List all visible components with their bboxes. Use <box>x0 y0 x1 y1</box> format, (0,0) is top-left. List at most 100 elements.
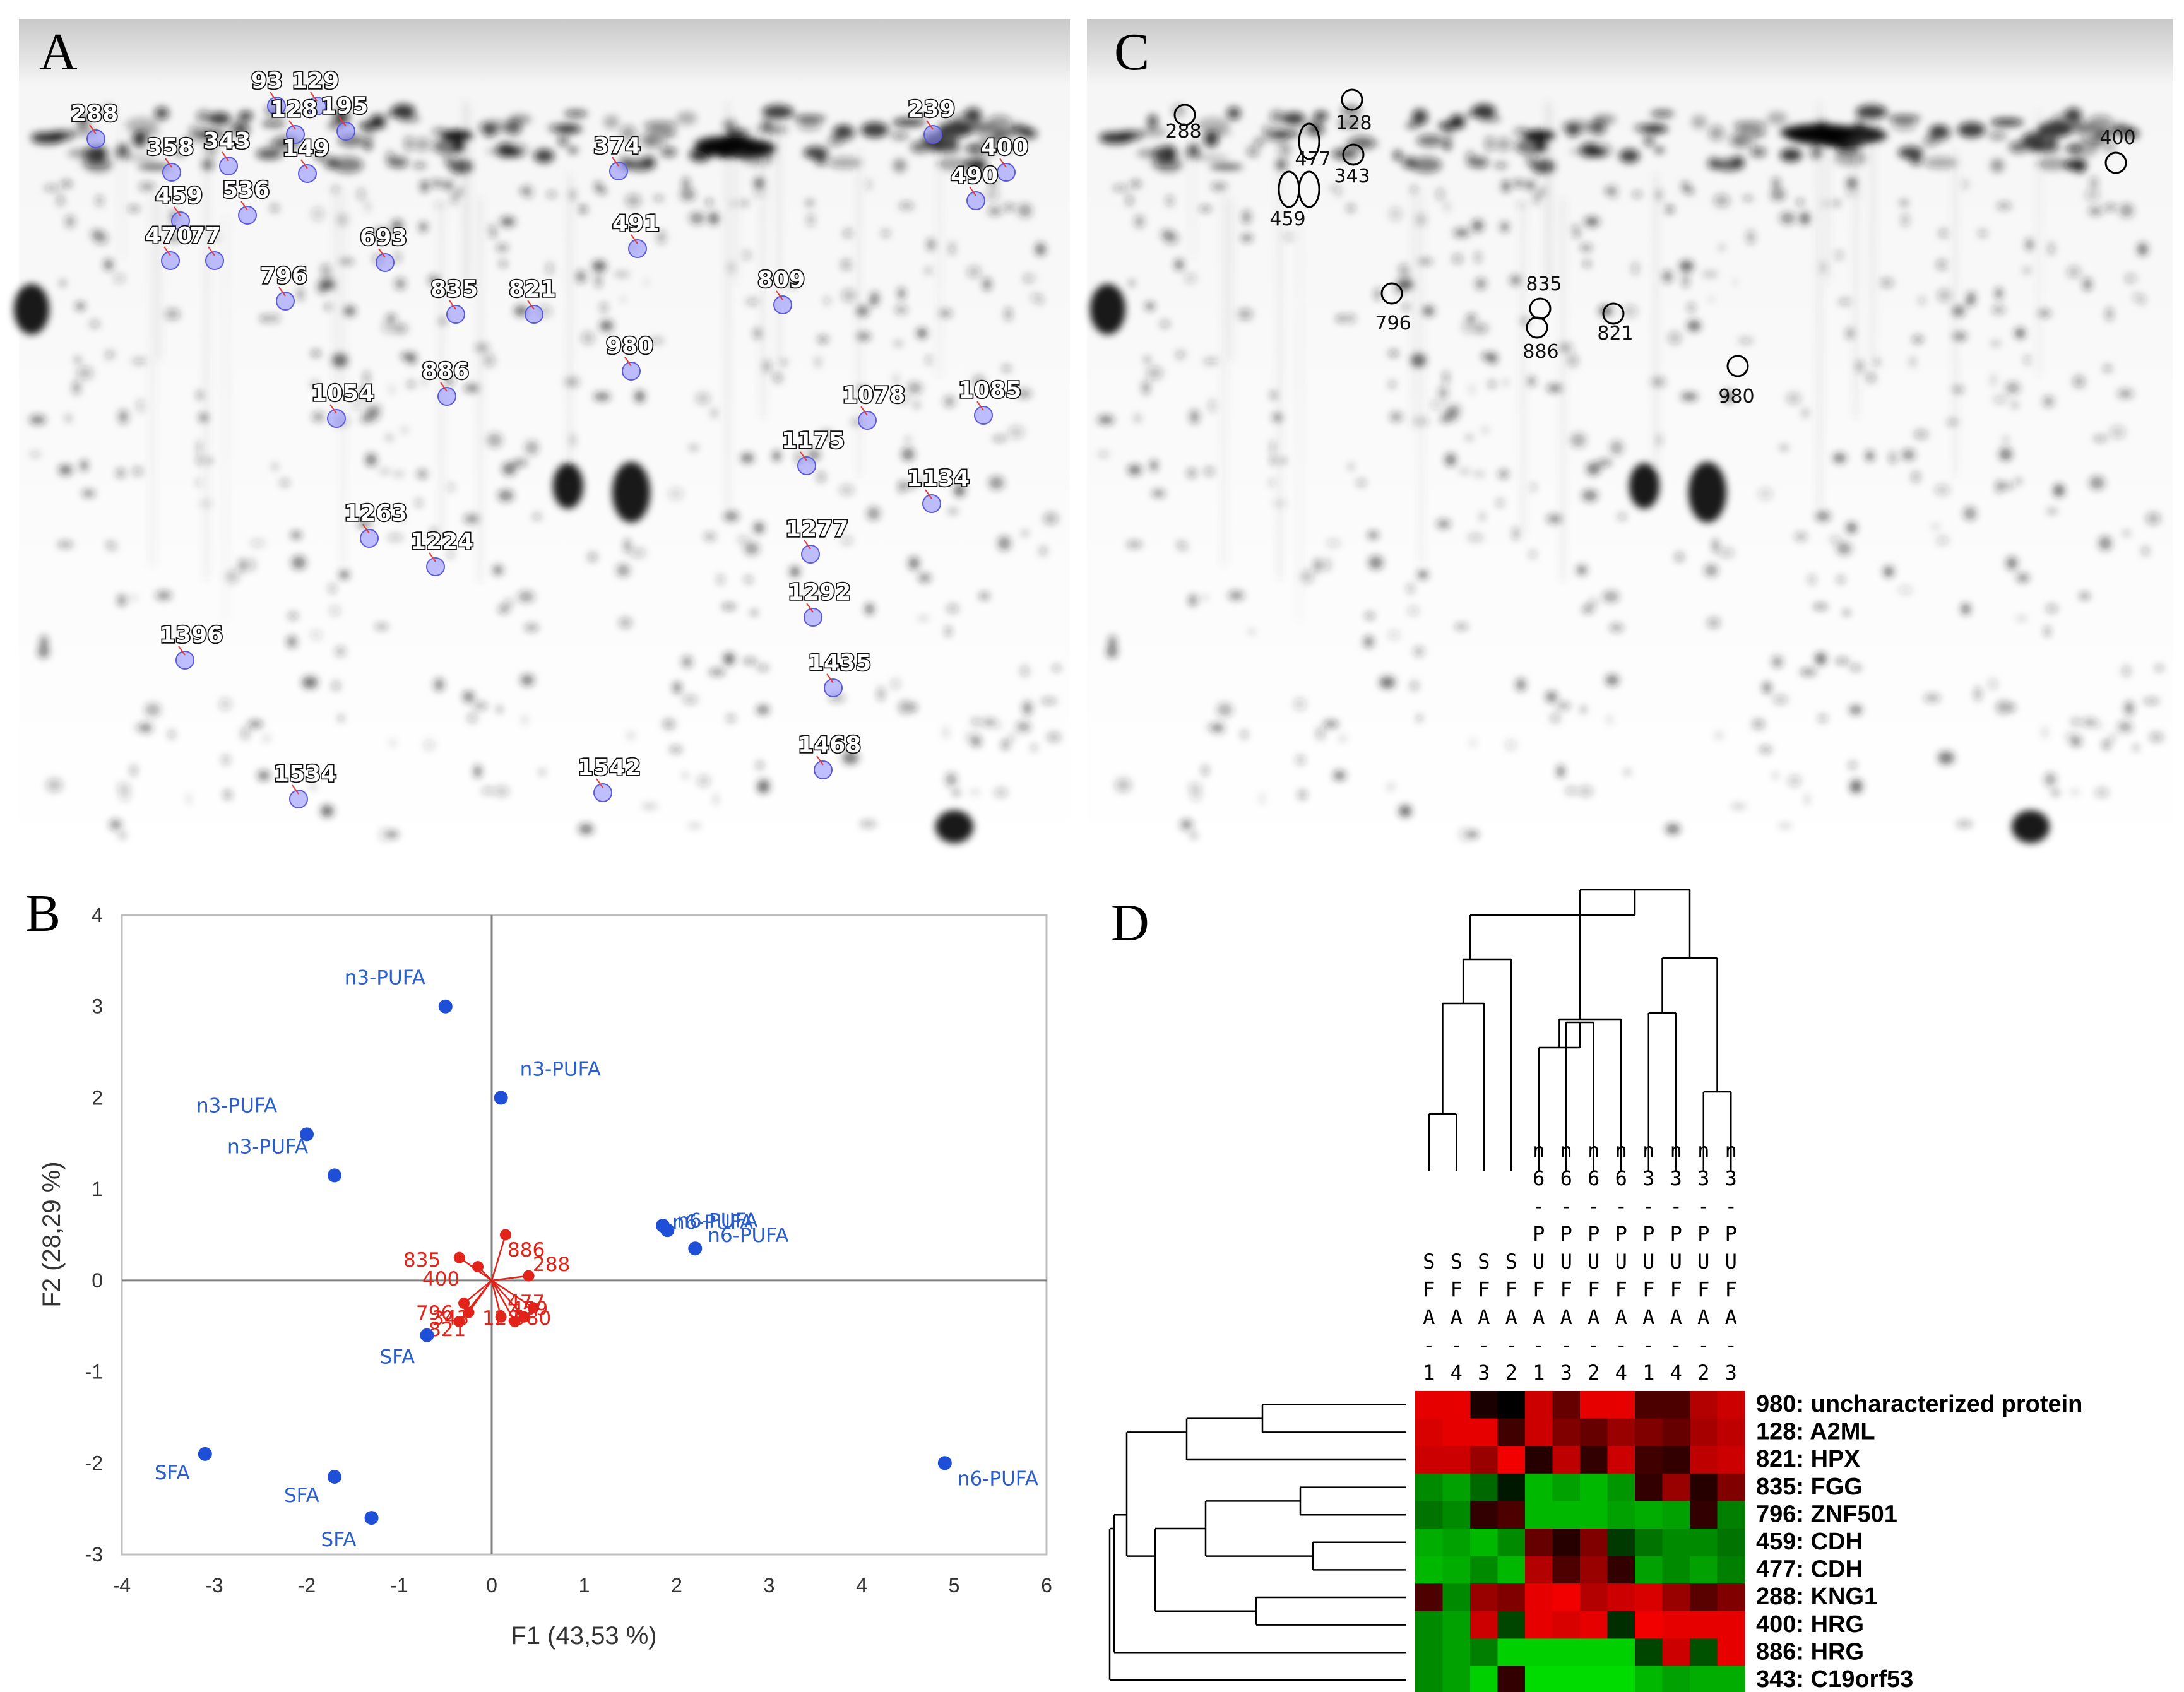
gel-spot <box>1423 305 1435 316</box>
heatmap-cell <box>1717 1446 1745 1474</box>
gel-spot <box>2071 738 2082 747</box>
gel-spot <box>740 453 754 463</box>
gel-spot <box>139 183 155 191</box>
gel-spot <box>898 288 905 299</box>
gel-spot <box>1743 196 1754 201</box>
gel-c-spot-label: 796 <box>1375 312 1411 334</box>
gel-streak <box>1561 197 1565 582</box>
gel-spot <box>568 147 578 153</box>
gel-spot <box>1608 185 1618 198</box>
gel-spot <box>1708 125 1724 141</box>
gel-a-spot-outline <box>426 557 445 576</box>
heatmap-column-label-char: P <box>1588 1222 1599 1246</box>
heatmap-cell <box>1607 1666 1635 1692</box>
pca-x-tick-label: 1 <box>579 1574 590 1597</box>
gel-a-spot-label: 490 <box>951 163 998 189</box>
gel-spot <box>2118 721 2132 732</box>
gel-spot <box>1485 136 1495 151</box>
gel-spot <box>364 139 372 151</box>
gel-spot <box>581 331 595 345</box>
heatmap-panel-d: D S F A -1S F A -4S F A -3S F A -2n 6 -P U F A -1n 6 -P U F A -3… <box>1108 889 2082 1692</box>
gel-a-spot-leader <box>612 157 619 167</box>
gel-spot <box>2017 574 2029 582</box>
gel-spot <box>520 188 527 193</box>
gel-spot <box>312 381 318 388</box>
gel-spot <box>219 698 232 711</box>
gel-streak <box>1298 218 1301 622</box>
heatmap-column-label-char: 1 <box>1423 1361 1435 1385</box>
heatmap-cell <box>1525 1529 1553 1557</box>
gel-spot <box>894 305 908 314</box>
gel-spot <box>1316 727 1325 740</box>
gel-spot <box>404 136 414 151</box>
heatmap-column-label-char: A <box>1423 1305 1435 1329</box>
gel-spot <box>395 278 406 290</box>
gel-spot <box>1437 519 1451 529</box>
gel-spot <box>117 783 131 792</box>
gel-spot <box>1475 278 1487 290</box>
heatmap-cell <box>1717 1666 1745 1692</box>
heatmap-column-label: S F A - 4 <box>1451 1250 1463 1385</box>
gel-spot <box>60 280 66 287</box>
gel-spot <box>910 141 930 153</box>
heatmap-cell <box>1442 1391 1471 1419</box>
gel-spot <box>1163 145 1177 161</box>
gel-spot <box>982 718 997 726</box>
pca-x-tick-label: -3 <box>205 1574 223 1597</box>
gel-streak <box>1854 129 1858 418</box>
gel-a-spot-label: 358 <box>146 134 194 160</box>
gel-spot <box>2143 699 2160 704</box>
gel-spot <box>1546 384 1563 392</box>
heatmap-cell <box>1607 1473 1635 1501</box>
heatmap-cell <box>1415 1418 1443 1446</box>
heatmap-cell <box>1497 1501 1526 1529</box>
gel-spot <box>2082 718 2098 726</box>
heatmap-cells <box>1415 1391 1745 1692</box>
gel-spot <box>490 232 496 237</box>
gel-a-spot-leader <box>222 151 229 162</box>
heatmap-column-label-char: 3 <box>1670 1166 1682 1190</box>
heatmap-column-label-char: A <box>1670 1305 1682 1329</box>
gel-spot <box>946 138 958 145</box>
heatmap-column-label-char: 3 <box>1642 1166 1654 1190</box>
gel-spot <box>1146 366 1163 380</box>
gel-spot <box>924 267 932 275</box>
gel-spot <box>704 533 716 541</box>
gel-streak <box>478 197 482 582</box>
heatmap-column-label-char: - <box>1560 1194 1572 1218</box>
gel-spot <box>673 682 681 693</box>
gel-spot <box>1619 149 1640 163</box>
gel-spot <box>951 113 983 129</box>
gel-spot <box>627 732 635 739</box>
gel-spot <box>723 653 735 665</box>
panel-letter-a: A <box>39 23 78 81</box>
gel-spot <box>1909 357 1916 367</box>
gel-streak <box>439 203 443 538</box>
gel-spot <box>1709 296 1714 303</box>
heatmap-column-label-char: - <box>1725 1333 1737 1357</box>
gel-spot <box>677 111 697 125</box>
gel-spot <box>393 471 405 477</box>
gel-spot <box>1387 783 1395 790</box>
gel-a-spot-label: 796 <box>260 263 307 289</box>
gel-spot <box>1797 199 1803 205</box>
gel-spot <box>1417 715 1421 721</box>
gel-spot <box>1617 513 1627 521</box>
gel-a-spot-outline <box>824 678 843 697</box>
gel-spot <box>174 629 183 634</box>
gel-spot <box>2005 382 2021 394</box>
pca-observation-label: n3-PUFA <box>345 967 425 990</box>
heatmap-cell <box>1580 1529 1608 1557</box>
gel-spot <box>740 200 749 206</box>
gel-spot <box>1324 721 1339 728</box>
heatmap-column-label-char: n <box>1642 1139 1654 1163</box>
gel-spot <box>1800 212 1810 225</box>
heatmap-column-label-char: 1 <box>1642 1361 1654 1385</box>
gel-spot <box>118 410 128 424</box>
pca-observation-label: SFA <box>321 1529 357 1551</box>
gel-spot <box>1462 321 1473 334</box>
gel-spot <box>1134 414 1141 423</box>
gel-spot <box>424 740 435 750</box>
